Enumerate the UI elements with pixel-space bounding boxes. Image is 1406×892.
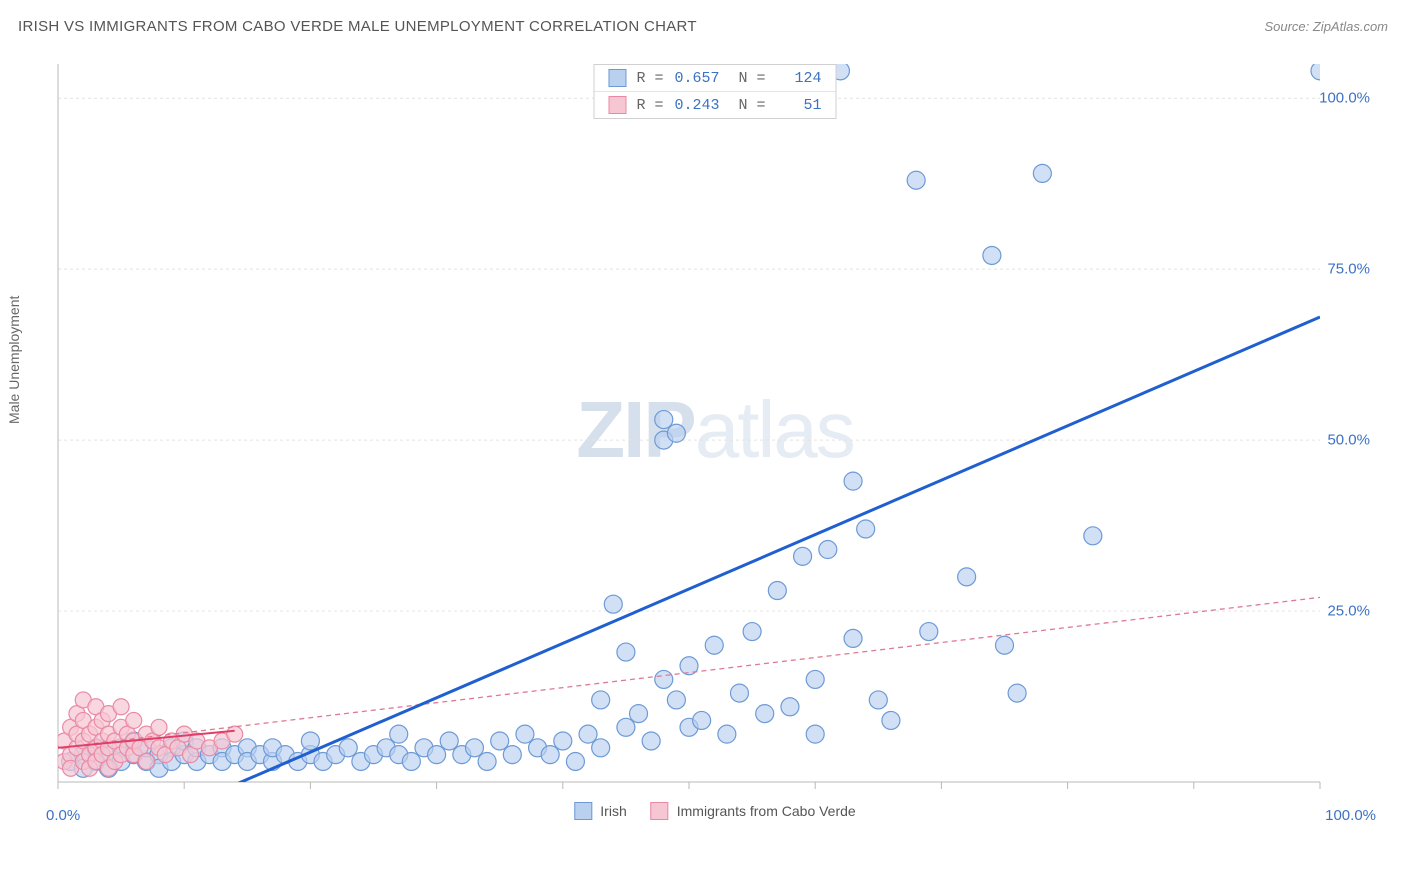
x-axis-min-label: 0.0%	[46, 807, 80, 824]
r-value-irish: 0.657	[674, 70, 720, 87]
n-label: N =	[730, 70, 766, 87]
n-value-cabo: 51	[776, 97, 822, 114]
title-bar: IRISH VS IMMIGRANTS FROM CABO VERDE MALE…	[18, 18, 1388, 35]
y-tick-label: 25.0%	[1327, 603, 1370, 620]
swatch-cabo	[608, 96, 626, 114]
y-tick-label: 50.0%	[1327, 432, 1370, 449]
legend-item-cabo: Immigrants from Cabo Verde	[651, 802, 856, 820]
series-legend: Irish Immigrants from Cabo Verde	[574, 802, 855, 820]
chart-title: IRISH VS IMMIGRANTS FROM CABO VERDE MALE…	[18, 18, 697, 35]
n-value-irish: 124	[776, 70, 822, 87]
r-value-cabo: 0.243	[674, 97, 720, 114]
stats-row-cabo: R = 0.243 N = 51	[594, 91, 835, 118]
legend-label-cabo: Immigrants from Cabo Verde	[677, 803, 856, 819]
y-tick-label: 100.0%	[1319, 90, 1370, 107]
source-label: Source: ZipAtlas.com	[1264, 19, 1388, 34]
y-tick-label: 75.0%	[1327, 261, 1370, 278]
legend-label-irish: Irish	[600, 803, 626, 819]
stats-legend: R = 0.657 N = 124 R = 0.243 N = 51	[593, 64, 836, 119]
swatch-irish	[608, 69, 626, 87]
legend-swatch-cabo	[651, 802, 669, 820]
r-label: R =	[636, 70, 663, 87]
legend-item-irish: Irish	[574, 802, 626, 820]
x-axis-max-label: 100.0%	[1325, 807, 1376, 824]
plot-area: ZIPatlas R = 0.657 N = 124 R = 0.243 N =…	[50, 60, 1380, 830]
legend-swatch-irish	[574, 802, 592, 820]
scatter-chart	[50, 60, 1380, 830]
y-axis-label: Male Unemployment	[6, 296, 22, 424]
stats-row-irish: R = 0.657 N = 124	[594, 65, 835, 91]
r-label: R =	[636, 97, 663, 114]
n-label: N =	[730, 97, 766, 114]
